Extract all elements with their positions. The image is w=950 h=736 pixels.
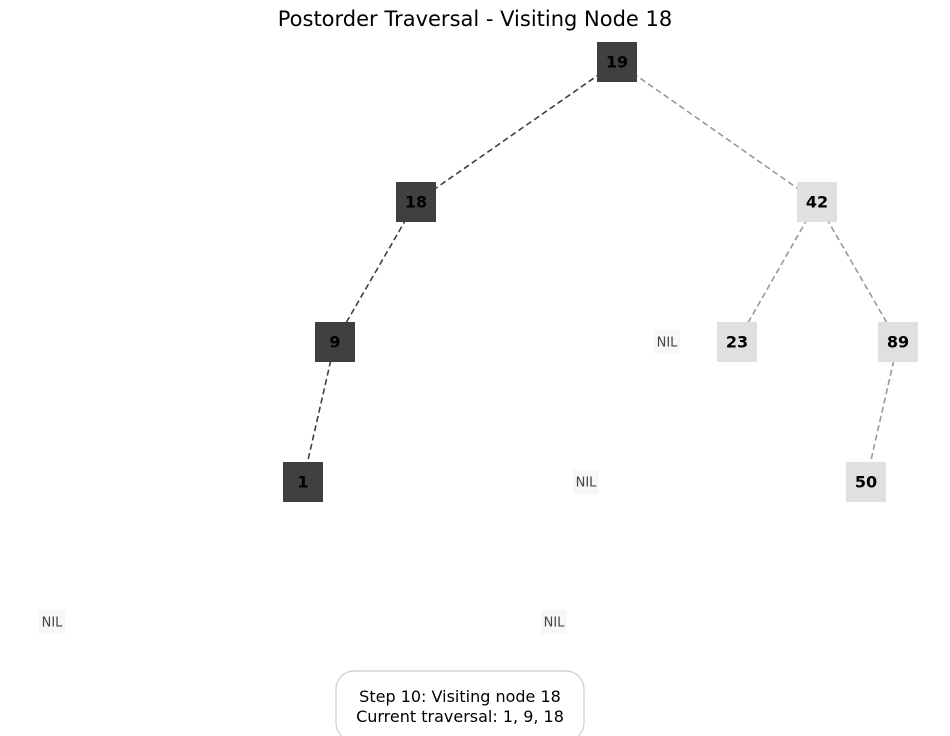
nil-node-box <box>654 330 680 354</box>
nil-node: NIL <box>541 610 567 634</box>
tree-node-1: 1 <box>283 462 323 502</box>
tree-node-box <box>846 462 886 502</box>
nil-node-label: NIL <box>42 616 64 631</box>
edges-layer <box>302 61 899 483</box>
nil-node: NIL <box>654 330 680 354</box>
tree-node-label: 1 <box>297 473 308 492</box>
tree-node-50: 50 <box>846 462 886 502</box>
edge-n18-n9 <box>334 201 417 343</box>
nil-node-label: NIL <box>544 616 566 631</box>
tree-node-box <box>396 182 436 222</box>
edge-n42-n23 <box>736 201 818 343</box>
nil-node-label: NIL <box>657 336 679 351</box>
tree-node-89: 89 <box>878 322 918 362</box>
tree-node-label: 50 <box>855 473 877 492</box>
diagram-title: Postorder Traversal - Visiting Node 18 <box>278 7 673 31</box>
tree-node-box <box>283 462 323 502</box>
info-box-frame <box>335 670 585 736</box>
nil-node-box <box>573 470 599 494</box>
nodes-layer: 19 18 42 9 23 89 1 50 <box>283 42 918 502</box>
info-step-text: Step 10: Visiting node 18 <box>359 687 561 706</box>
edge-n89-n50 <box>865 341 899 483</box>
info-traversal-text: Current traversal: 1, 9, 18 <box>356 707 564 726</box>
tree-node-9: 9 <box>315 322 355 362</box>
info-box: Step 10: Visiting node 18 Current traver… <box>335 670 585 736</box>
tree-node-19: 19 <box>597 42 637 82</box>
nil-node: NIL <box>573 470 599 494</box>
nil-node: NIL <box>39 610 65 634</box>
edge-n19-n18 <box>415 61 618 203</box>
tree-node-label: 42 <box>806 193 828 212</box>
tree-node-box <box>597 42 637 82</box>
edge-n9-n1 <box>302 341 336 483</box>
nil-node-box <box>541 610 567 634</box>
edge-n19-n42 <box>616 61 818 203</box>
tree-node-box <box>797 182 837 222</box>
tree-node-label: 19 <box>606 53 628 72</box>
tree-node-label: 18 <box>405 193 427 212</box>
nil-layer: NIL NIL NIL NIL <box>39 330 680 634</box>
tree-node-42: 42 <box>797 182 837 222</box>
tree-node-label: 23 <box>726 333 748 352</box>
edge-n42-n89 <box>816 201 899 343</box>
tree-node-18: 18 <box>396 182 436 222</box>
nil-node-box <box>39 610 65 634</box>
tree-node-box <box>878 322 918 362</box>
tree-node-box <box>315 322 355 362</box>
tree-node-23: 23 <box>717 322 757 362</box>
tree-node-label: 9 <box>329 333 340 352</box>
nil-node-label: NIL <box>576 476 598 491</box>
tree-node-label: 89 <box>887 333 909 352</box>
tree-node-box <box>717 322 757 362</box>
